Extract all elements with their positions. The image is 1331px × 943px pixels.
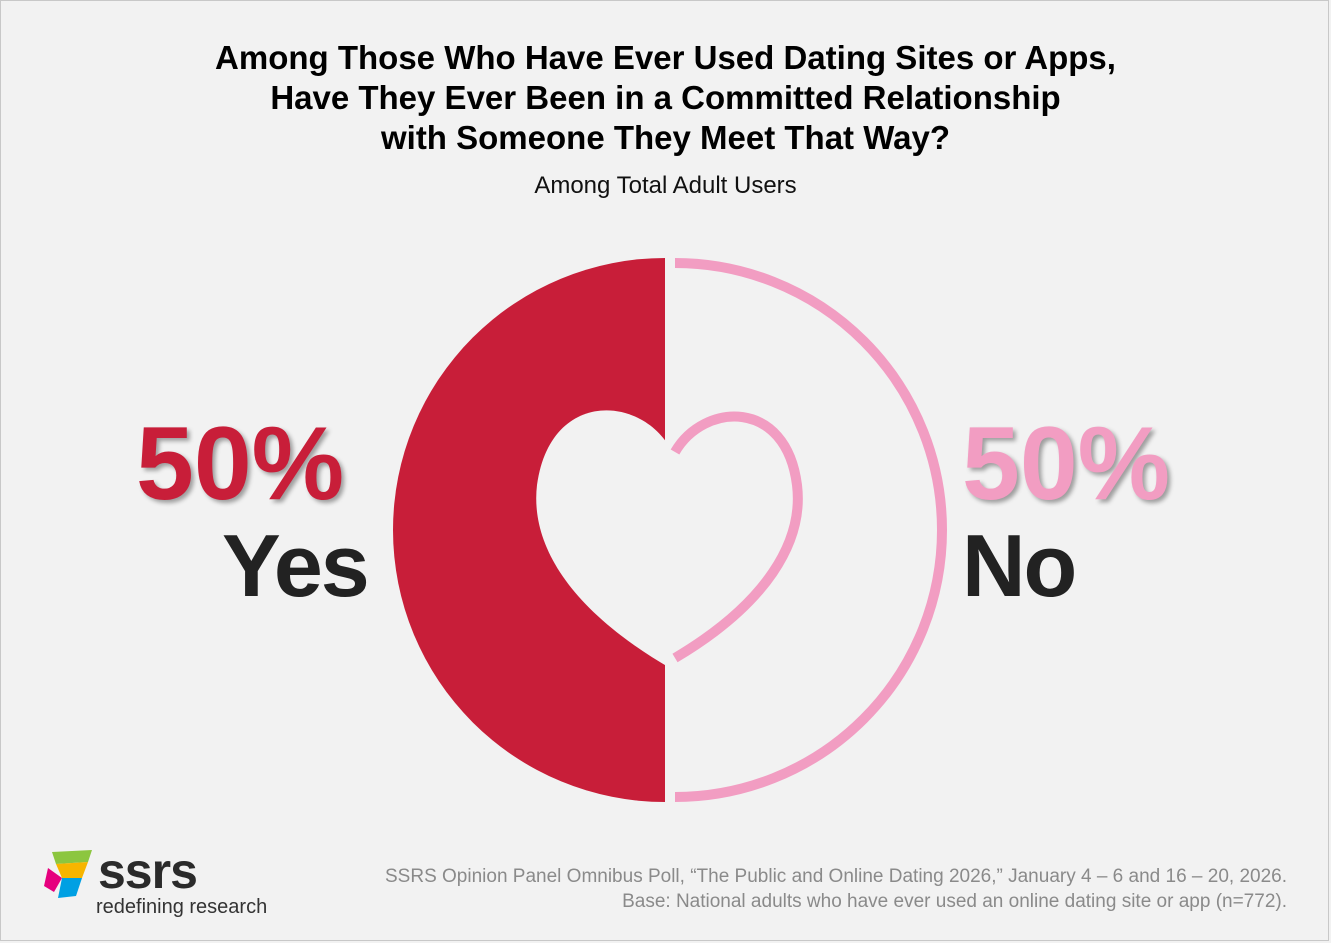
heart-pie-chart: [393, 258, 947, 802]
ssrs-tagline: redefining research: [96, 896, 268, 918]
source-note: SSRS Opinion Panel Omnibus Poll, “The Pu…: [287, 864, 1287, 914]
no-value-label: 50%: [962, 406, 1171, 522]
ssrs-logo-icon: [44, 850, 92, 898]
title-line: with Someone They Meet That Way?: [380, 119, 950, 156]
ssrs-wordmark: ssrs: [98, 843, 198, 899]
pie-slice-yes: [393, 258, 665, 802]
pie-slice-no: [674, 258, 947, 802]
chart-title: Among Those Who Have Ever Used Dating Si…: [0, 38, 1331, 158]
title-line: Among Those Who Have Ever Used Dating Si…: [215, 39, 1116, 76]
heart-left-half: [536, 410, 670, 668]
chart-subtitle: Among Total Adult Users: [534, 172, 797, 199]
no-category-label: No: [962, 516, 1077, 615]
yes-value-label: 50%: [136, 406, 345, 522]
title-line: Have They Ever Been in a Committed Relat…: [270, 79, 1061, 116]
source-line: SSRS Opinion Panel Omnibus Poll, “The Pu…: [385, 866, 1287, 887]
base-line: Base: National adults who have ever used…: [622, 891, 1287, 912]
yes-category-label: Yes: [222, 516, 370, 615]
heart-right-outline: [670, 411, 803, 663]
